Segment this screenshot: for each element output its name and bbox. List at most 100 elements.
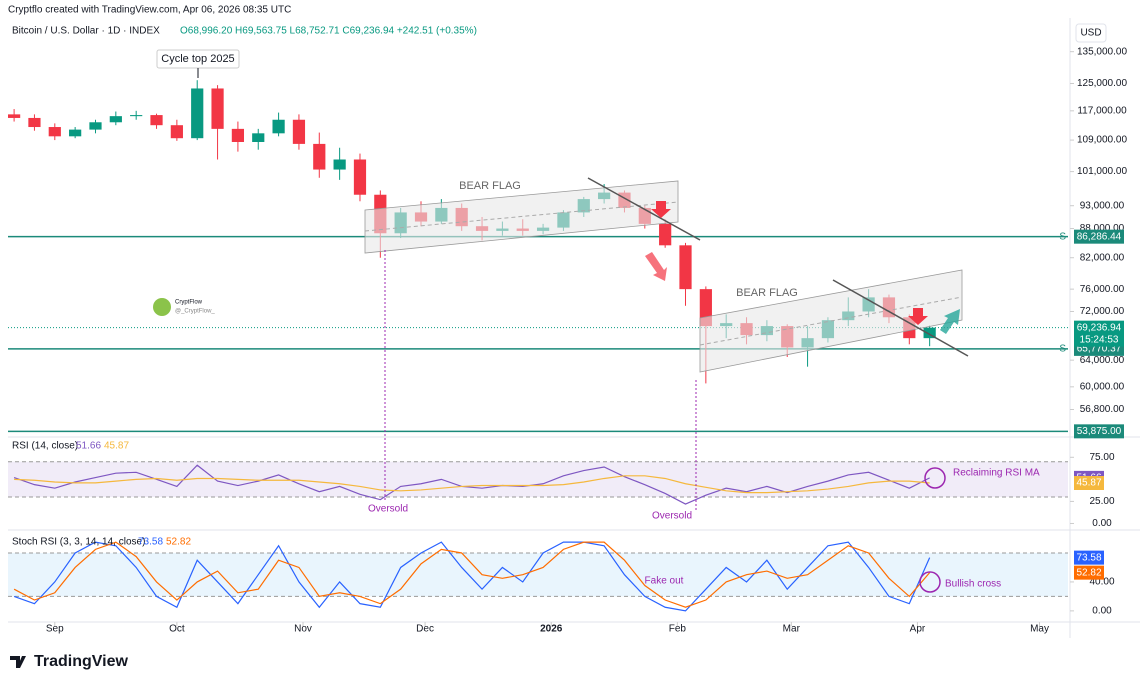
y-tick-label: 75.00 xyxy=(1089,452,1114,463)
rsi-title: RSI (14, close) xyxy=(12,441,78,452)
y-tick-label: 72,000.00 xyxy=(1080,306,1125,317)
level-tag: S xyxy=(1059,231,1066,242)
tv-logo-text: TradingView xyxy=(34,653,129,670)
candle-body xyxy=(150,115,163,126)
x-tick-label: Mar xyxy=(783,624,801,635)
candle-body xyxy=(191,88,204,139)
y-tick-label: 101,000.00 xyxy=(1077,166,1127,177)
y-tick-label: 109,000.00 xyxy=(1077,135,1127,146)
symbol-title: Bitcoin / U.S. Dollar · 1D · INDEX xyxy=(12,26,160,37)
trendline xyxy=(832,279,969,357)
y-tick-label: 0.00 xyxy=(1092,518,1112,529)
y-tick-label: 64,000.00 xyxy=(1080,355,1125,366)
value-tag xyxy=(1074,424,1124,439)
candle-body xyxy=(333,159,346,170)
last-price-label: 69,236.94 xyxy=(1077,322,1122,333)
candle-body xyxy=(28,117,41,128)
candle-body xyxy=(48,127,61,137)
value-tag xyxy=(1074,550,1104,565)
candle-body xyxy=(659,223,672,246)
trendline xyxy=(587,177,701,241)
watermark-logo xyxy=(153,298,171,316)
y-tick-label: 93,000.00 xyxy=(1080,200,1125,211)
candle-body xyxy=(130,115,143,117)
channel-mid xyxy=(364,201,679,232)
y-tick-label: 82,000.00 xyxy=(1080,252,1125,263)
value-tag xyxy=(1074,229,1124,244)
x-tick-label: Dec xyxy=(416,624,434,635)
line-series xyxy=(13,541,931,608)
stoch-d-value: 52.82 xyxy=(166,537,191,548)
candle-body xyxy=(170,125,183,139)
candle-body xyxy=(89,122,102,130)
tv-logo-mark xyxy=(10,656,26,668)
value-tag-label: 45.87 xyxy=(1076,478,1101,489)
x-tick-label: May xyxy=(1030,624,1049,635)
level-tag: S xyxy=(1059,344,1066,355)
x-tick-label: Oct xyxy=(169,624,185,635)
value-tag-label: 52.82 xyxy=(1076,567,1101,578)
candle-body xyxy=(109,116,122,123)
currency[interactable]: USD xyxy=(1080,28,1101,39)
line-series xyxy=(14,475,930,494)
y-tick-label: 60,000.00 xyxy=(1080,381,1125,392)
candle-body xyxy=(292,119,306,144)
y-tick-label: 88,000.00 xyxy=(1080,223,1125,234)
level-label: 86,286.44 xyxy=(1077,231,1122,242)
candle-body xyxy=(8,114,21,118)
y-tick-label: 76,000.00 xyxy=(1080,284,1125,295)
y-tick-label: 125,000.00 xyxy=(1077,78,1127,89)
x-tick-label: Sep xyxy=(46,624,64,635)
y-tick-label: 56,800.00 xyxy=(1080,404,1125,415)
annotation: Oversold xyxy=(368,504,408,515)
annotation: Cycle top 2025 xyxy=(161,53,234,65)
down-arrow xyxy=(645,252,667,281)
value-tag-label: 73.58 xyxy=(1076,552,1101,563)
annotation: BEAR FLAG xyxy=(736,287,798,299)
stoch-title: Stoch RSI (3, 3, 14, 14, close) xyxy=(12,537,145,548)
rsi-value: 51.66 xyxy=(76,441,101,452)
value-tag xyxy=(1074,320,1124,347)
line-series xyxy=(13,464,930,505)
y-tick-label: 40.00 xyxy=(1089,577,1114,588)
watermark: CryptFlow xyxy=(175,300,203,306)
candle-body xyxy=(923,327,936,339)
annotation: Reclaiming RSI MA xyxy=(953,468,1040,479)
highlight-circle xyxy=(919,571,941,593)
annotation: BEAR FLAG xyxy=(459,180,521,192)
watermark-handle: @_CryptFlow_ xyxy=(175,309,215,315)
currency-box[interactable] xyxy=(1075,23,1107,43)
candle-body xyxy=(679,245,692,290)
annotation: Bullish cross xyxy=(945,579,1001,590)
candle-body xyxy=(231,128,245,142)
candle-body xyxy=(69,129,82,137)
x-tick-label: Nov xyxy=(294,624,312,635)
x-tick-label: Feb xyxy=(669,624,687,635)
value-tag xyxy=(1074,475,1104,490)
candle-body xyxy=(313,143,326,170)
ohlc: O68,996.20 H69,563.75 L68,752.71 C69,236… xyxy=(180,26,477,37)
level-label: 65,770.37 xyxy=(1077,344,1122,355)
annotation: Oversold xyxy=(652,511,692,522)
candle-body xyxy=(272,119,285,134)
y-tick-label: 135,000.00 xyxy=(1077,46,1127,57)
y-tick-label: 117,000.00 xyxy=(1077,105,1127,116)
countdown: 15:24:53 xyxy=(1080,334,1119,345)
rsi-ma-value: 45.87 xyxy=(104,441,129,452)
candle-body xyxy=(252,133,265,142)
highlight-circle xyxy=(924,467,946,489)
candle-body xyxy=(353,159,367,195)
x-tick-label: 2026 xyxy=(540,624,563,635)
down-arrow xyxy=(651,201,671,218)
annotation: Fake out xyxy=(645,576,684,587)
credit: Cryptflo created with TradingView.com, A… xyxy=(8,5,291,16)
y-tick-label: 0.00 xyxy=(1092,606,1112,617)
candle-body xyxy=(211,88,224,129)
x-tick-label: Apr xyxy=(910,624,926,635)
channel-mid xyxy=(699,296,963,346)
up-arrow xyxy=(940,309,960,334)
stoch-k-value: 73.58 xyxy=(138,537,163,548)
value-tag xyxy=(1074,565,1104,580)
down-arrow xyxy=(908,308,928,325)
